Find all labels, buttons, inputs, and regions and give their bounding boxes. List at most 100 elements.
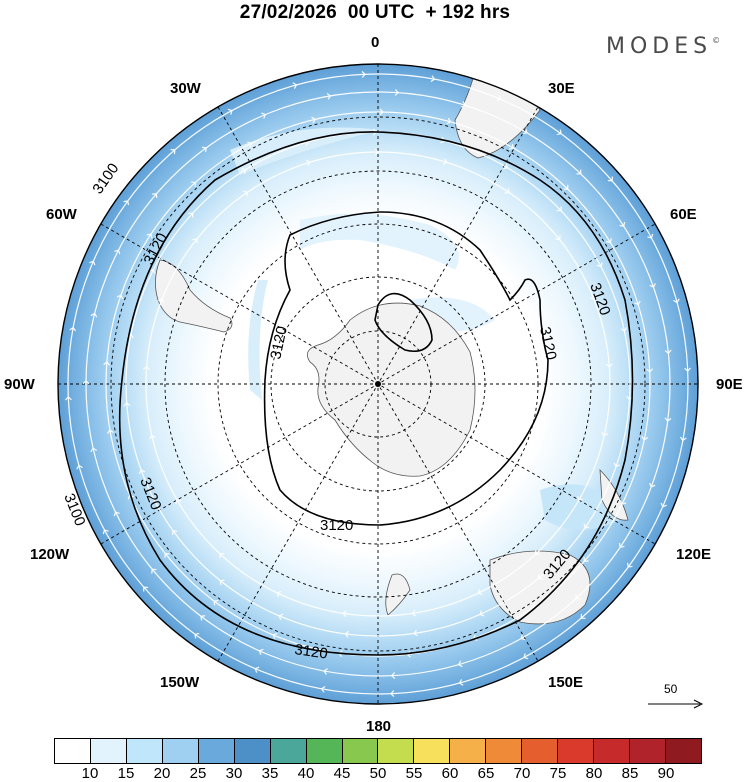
streamline-arrow-icon xyxy=(411,609,417,617)
colorbar-segment xyxy=(126,739,163,763)
colorbar xyxy=(54,738,702,764)
streamline-arrow-icon xyxy=(292,82,298,89)
colorbar-segment xyxy=(234,739,271,763)
longitude-label-150w: 150W xyxy=(160,674,200,691)
streamline-arrow-icon xyxy=(390,672,396,679)
streamline-arrow-icon xyxy=(123,402,131,407)
streamline-arrow-icon xyxy=(116,294,124,300)
streamline-arrow-icon xyxy=(305,159,311,167)
streamline-arrow-icon xyxy=(143,586,149,592)
streamline-arrow-icon xyxy=(89,260,96,266)
colorbar-segment xyxy=(306,739,343,763)
streamline-arrow-icon xyxy=(258,648,264,655)
streamline-arrow-icon xyxy=(520,634,526,641)
land xyxy=(155,64,629,625)
colorbar-segment xyxy=(486,739,523,763)
streamline-arrow-icon xyxy=(442,158,448,165)
streamline-arrow-icon xyxy=(684,367,692,372)
colorbar-segment xyxy=(522,739,559,763)
longitude-label-30e: 30E xyxy=(548,80,575,97)
streamline-arrow-icon xyxy=(323,668,328,675)
streamline-arrow-icon xyxy=(272,632,278,640)
colorbar-segment xyxy=(665,739,701,763)
streamline-arrow-icon xyxy=(76,464,83,470)
streamline-arrow-icon xyxy=(649,283,656,289)
colorbar-tick-label: 75 xyxy=(549,765,567,782)
colorbar-segment xyxy=(414,739,451,763)
streamline-arrow-icon xyxy=(191,181,197,187)
contour-label: 3100 xyxy=(89,160,122,197)
streamline-arrow-icon xyxy=(146,233,153,239)
streamline-arrow-icon xyxy=(152,193,158,199)
longitude-label-120e: 120E xyxy=(676,546,712,563)
wind-patch xyxy=(540,484,620,530)
streamline-arrow-icon xyxy=(64,396,72,401)
colorbar-tick-label: 65 xyxy=(477,765,495,782)
streamline-arrow-icon xyxy=(326,92,332,100)
height-contours xyxy=(118,131,634,656)
streamline-arrow-icon xyxy=(243,190,249,197)
streamline-arrow-icon xyxy=(157,298,165,304)
streamline-arrow-icon xyxy=(589,295,597,301)
longitude-label-60w: 60W xyxy=(46,206,77,223)
australia xyxy=(489,550,591,625)
streamline-arrow-icon xyxy=(406,650,411,658)
streamline-arrow-icon xyxy=(194,632,200,639)
colorbar-tick-label: 60 xyxy=(441,765,459,782)
streamline xyxy=(85,91,671,677)
streamline-arrow-icon xyxy=(103,361,111,366)
wind-patch xyxy=(300,213,460,270)
streamline-arrow-icon xyxy=(634,300,641,306)
streamline-arrow-icon xyxy=(457,660,463,668)
streamline-arrow-icon xyxy=(149,434,156,440)
streamline-arrow-icon xyxy=(580,613,586,619)
streamline-arrow-icon xyxy=(619,222,626,228)
streamline-arrow-icon xyxy=(374,148,380,156)
streamline-arrow-icon xyxy=(583,523,590,529)
streamline-arrow-icon xyxy=(219,579,225,585)
map-boundary xyxy=(57,63,699,705)
map-title: 27/02/2026 00 UTC + 192 hrs xyxy=(239,2,511,23)
streamline-arrow-icon xyxy=(479,610,485,617)
streamline-arrow-icon xyxy=(664,349,672,355)
streamline-arrow-icon xyxy=(460,101,466,108)
new-zealand xyxy=(385,573,411,616)
streamline-arrow-icon xyxy=(430,75,436,83)
longitude-label-120w: 120W xyxy=(30,546,70,563)
streamline-arrow-icon xyxy=(555,235,561,241)
streamline-arrow-icon xyxy=(477,588,483,596)
streamline-arrow-icon xyxy=(660,502,667,508)
colorbar-tick-label: 30 xyxy=(225,765,243,782)
streamline-arrow-icon xyxy=(556,206,562,212)
streamline-arrow-icon xyxy=(556,129,562,136)
colorbar-tick-label: 55 xyxy=(405,765,423,782)
streamline-arrow-icon xyxy=(261,112,267,119)
colorbar-tick-label: 40 xyxy=(297,765,315,782)
colorbar-segment xyxy=(55,739,91,763)
streamline-arrow-icon xyxy=(522,128,528,135)
streamlines xyxy=(64,70,692,698)
streamline-arrow-icon xyxy=(170,149,176,155)
streamline-arrow-icon xyxy=(446,117,452,125)
south-pole-marker xyxy=(375,381,381,387)
streamline xyxy=(67,73,689,695)
streamline-arrow-icon xyxy=(563,184,569,190)
streamline-arrow-icon xyxy=(188,212,194,218)
colorbar-segment xyxy=(162,739,199,763)
colorbar-segment xyxy=(594,739,630,763)
streamline-arrow-icon xyxy=(311,116,317,124)
streamline-arrow-icon xyxy=(138,469,146,475)
streamline-arrow-icon xyxy=(646,368,654,373)
colorbar-segment xyxy=(630,739,666,763)
streamline-arrow-icon xyxy=(247,141,253,148)
colorbar-segment xyxy=(558,739,595,763)
colorbar-ticks: 10 15 20 25 30 35 40 45 50 55 60 65 70 75 80 85 90 xyxy=(54,765,702,782)
streamline xyxy=(105,111,651,657)
colorbar-tick-label: 20 xyxy=(153,765,171,782)
streamline-arrow-icon xyxy=(149,268,156,274)
contour-label: 3120 xyxy=(267,325,291,361)
wind-patch xyxy=(248,280,268,400)
streamline-arrow-icon xyxy=(620,327,628,332)
streamline-arrow-icon xyxy=(175,499,182,505)
contour-label: 3120 xyxy=(293,641,328,662)
